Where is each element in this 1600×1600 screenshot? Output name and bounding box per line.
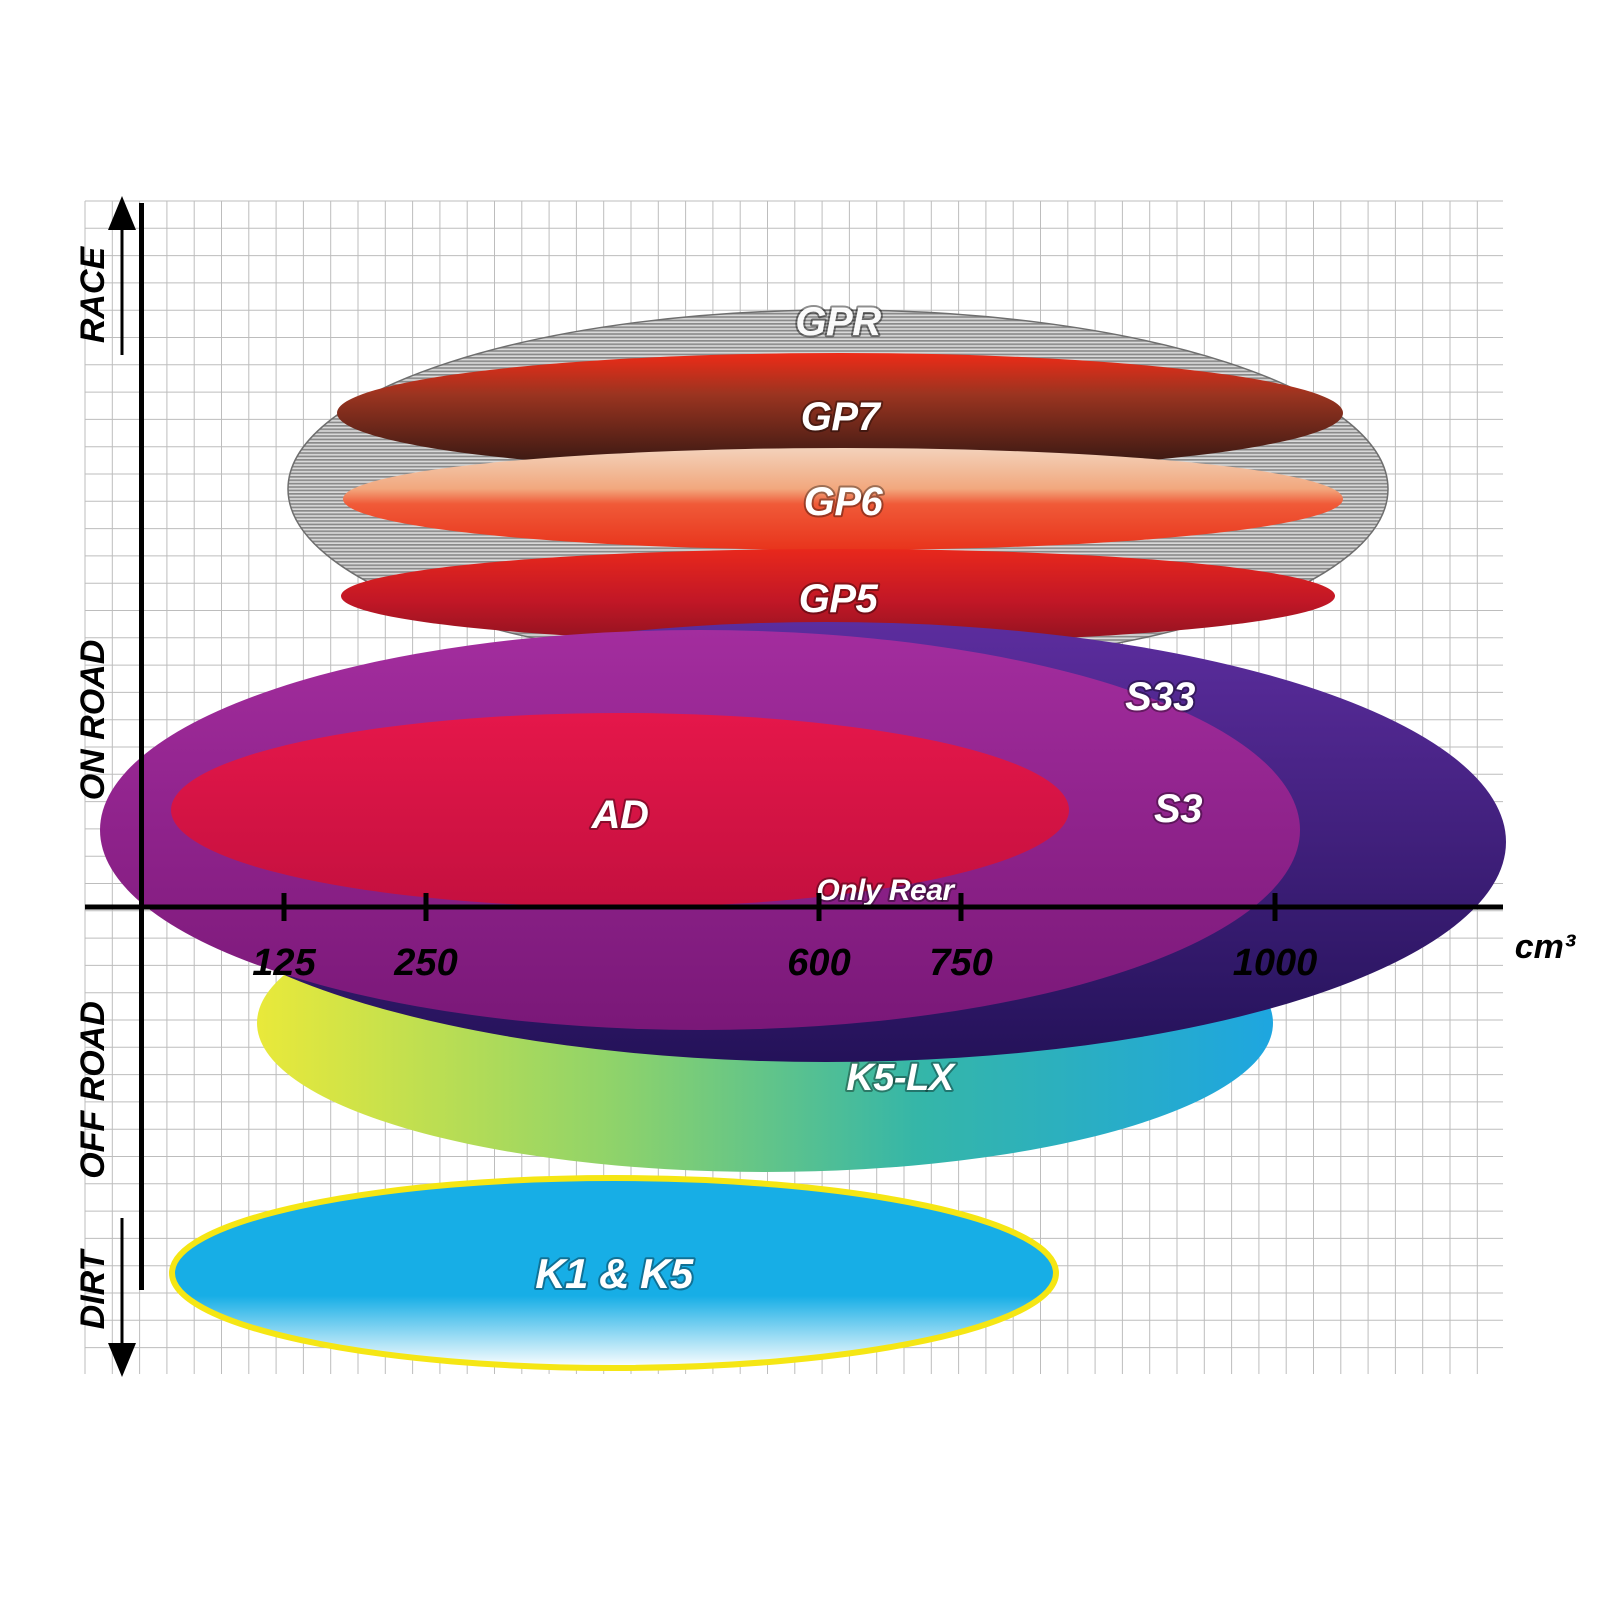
svg-text:RACE: RACE — [74, 246, 112, 344]
svg-text:AD: AD — [591, 793, 649, 837]
svg-text:S33: S33 — [1125, 675, 1195, 719]
svg-text:cm³: cm³ — [1515, 928, 1577, 966]
svg-text:1000: 1000 — [1233, 942, 1318, 984]
svg-text:GP5: GP5 — [799, 577, 879, 621]
svg-text:S3: S3 — [1154, 787, 1202, 831]
svg-text:Only Rear: Only Rear — [816, 874, 956, 907]
svg-text:750: 750 — [929, 942, 992, 984]
svg-text:125: 125 — [252, 942, 316, 984]
svg-text:OFF ROAD: OFF ROAD — [74, 1001, 112, 1179]
svg-text:K5-LX: K5-LX — [846, 1057, 956, 1099]
svg-text:ON ROAD: ON ROAD — [74, 640, 112, 801]
svg-text:K1 & K5: K1 & K5 — [535, 1250, 694, 1297]
svg-text:GP6: GP6 — [804, 480, 884, 524]
svg-text:DIRT: DIRT — [74, 1247, 112, 1329]
svg-text:250: 250 — [393, 942, 457, 984]
svg-text:GP7: GP7 — [801, 395, 882, 439]
svg-text:600: 600 — [787, 942, 850, 984]
svg-text:GPR: GPR — [795, 300, 881, 344]
